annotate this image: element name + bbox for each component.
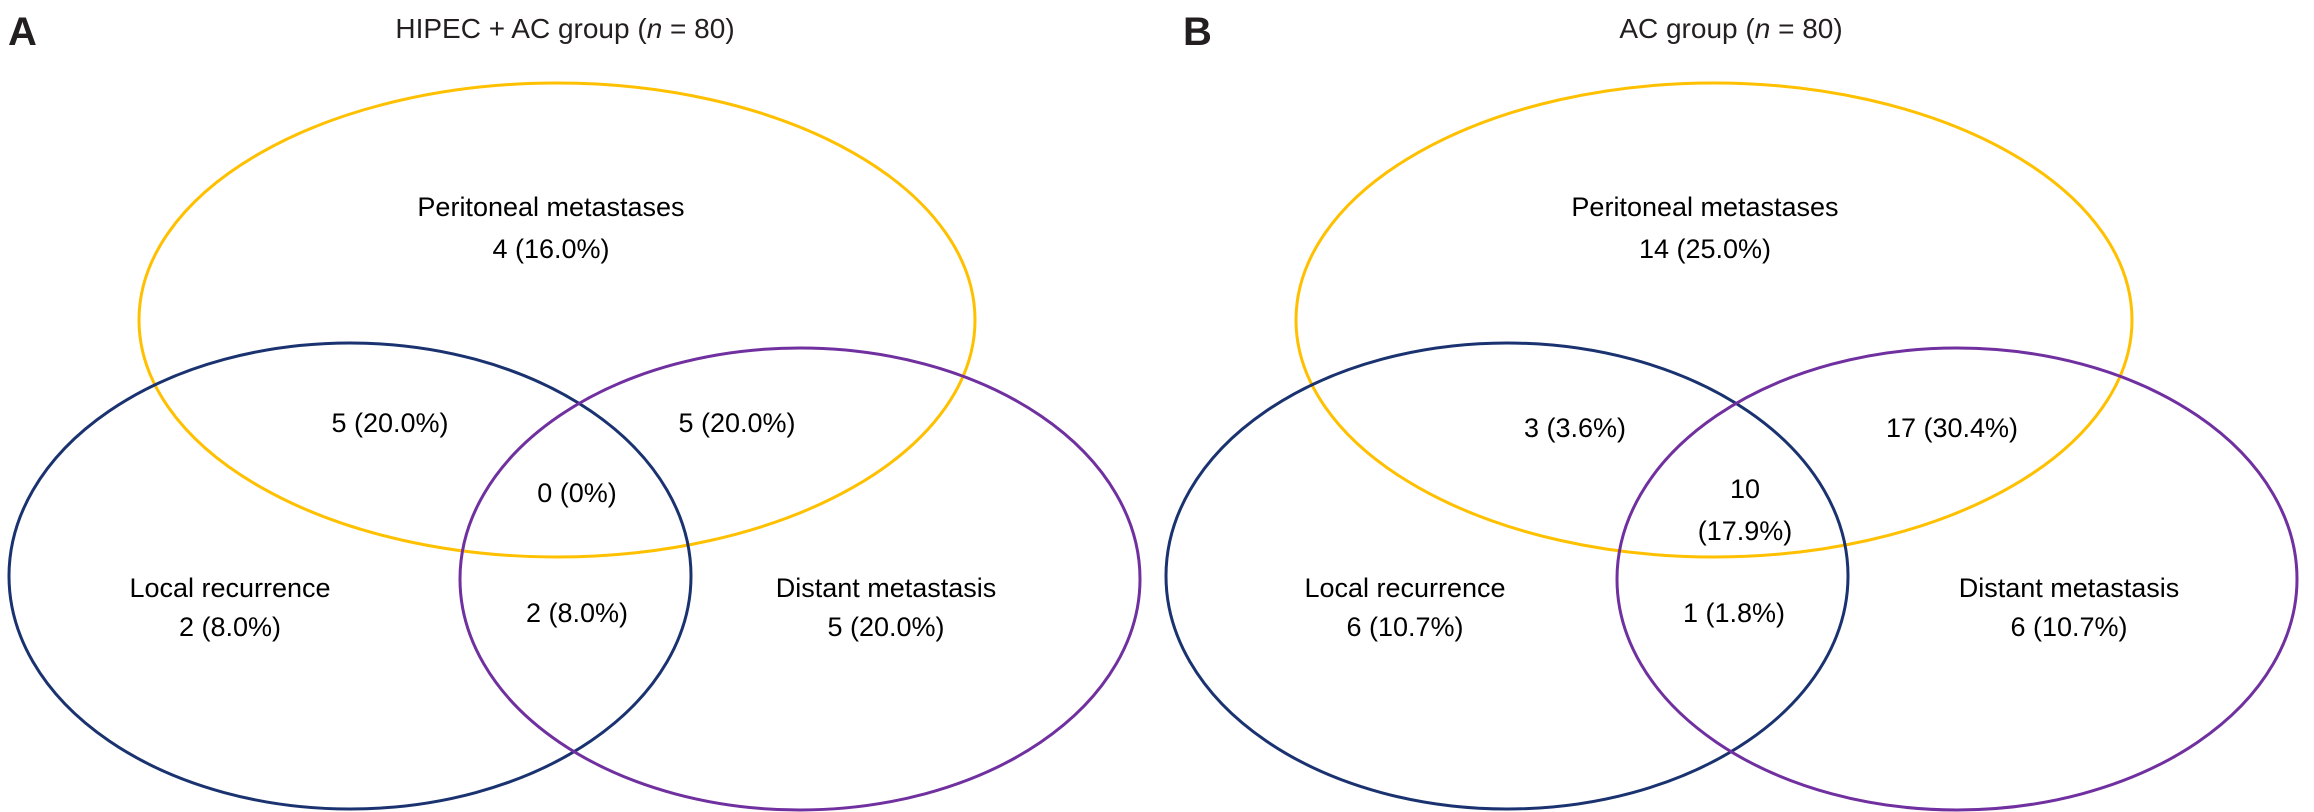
local-recurrence-ellipse: [7, 341, 693, 811]
distant-metastasis-label: Distant metastasis: [776, 573, 997, 603]
distant-metastasis-label: Distant metastasis: [1959, 573, 2180, 603]
overlap-peritoneal-local: 5 (20.0%): [331, 408, 448, 438]
venn-panel-b-svg: B AC group (n = 80) Peritoneal metastase…: [1164, 10, 2299, 812]
peritoneal-value: 14 (25.0%): [1639, 234, 1771, 264]
peritoneal-ellipse: [1294, 81, 2134, 559]
local-recurrence-label: Local recurrence: [1304, 573, 1505, 603]
overlap-local-distant: 2 (8.0%): [526, 598, 628, 628]
peritoneal-ellipse: [137, 81, 977, 559]
distant-metastasis-ellipse: [458, 346, 1142, 812]
panel-title-n: n: [1755, 13, 1771, 44]
panel-a: A HIPEC + AC group (n = 80) Peritoneal m…: [7, 10, 1142, 812]
overlap-peritoneal-distant: 17 (30.4%): [1886, 413, 2018, 443]
local-recurrence-value: 6 (10.7%): [1346, 612, 1463, 642]
panel-b: B AC group (n = 80) Peritoneal metastase…: [1157, 0, 2314, 812]
overlap-all-three-line1: 0 (0%): [537, 478, 617, 508]
venn-panel-a-svg: A HIPEC + AC group (n = 80) Peritoneal m…: [7, 10, 1142, 812]
peritoneal-value: 4 (16.0%): [492, 234, 609, 264]
panel-title: AC group (n = 80): [1619, 13, 1842, 44]
peritoneal-label: Peritoneal metastases: [1571, 192, 1838, 222]
overlap-all-three-line1: 10: [1730, 474, 1760, 504]
panel-letter: B: [1183, 10, 1212, 54]
overlap-peritoneal-distant: 5 (20.0%): [678, 408, 795, 438]
distant-metastasis-ellipse: [1615, 346, 2299, 812]
panel-title-suffix: = 80): [662, 13, 734, 44]
peritoneal-label: Peritoneal metastases: [417, 192, 684, 222]
panel-title-n: n: [647, 13, 663, 44]
panel-title: HIPEC + AC group (n = 80): [395, 13, 734, 44]
panel-title-suffix: = 80): [1770, 13, 1842, 44]
local-recurrence-ellipse: [1164, 341, 1850, 811]
overlap-all-three-line2: (17.9%): [1698, 516, 1793, 546]
local-recurrence-value: 2 (8.0%): [179, 612, 281, 642]
overlap-peritoneal-local: 3 (3.6%): [1524, 413, 1626, 443]
local-recurrence-label: Local recurrence: [129, 573, 330, 603]
panel-title-prefix: AC group (: [1619, 13, 1755, 44]
distant-metastasis-value: 5 (20.0%): [827, 612, 944, 642]
panel-letter: A: [8, 10, 37, 54]
overlap-local-distant: 1 (1.8%): [1683, 598, 1785, 628]
panel-title-prefix: HIPEC + AC group (: [395, 13, 647, 44]
distant-metastasis-value: 6 (10.7%): [2010, 612, 2127, 642]
